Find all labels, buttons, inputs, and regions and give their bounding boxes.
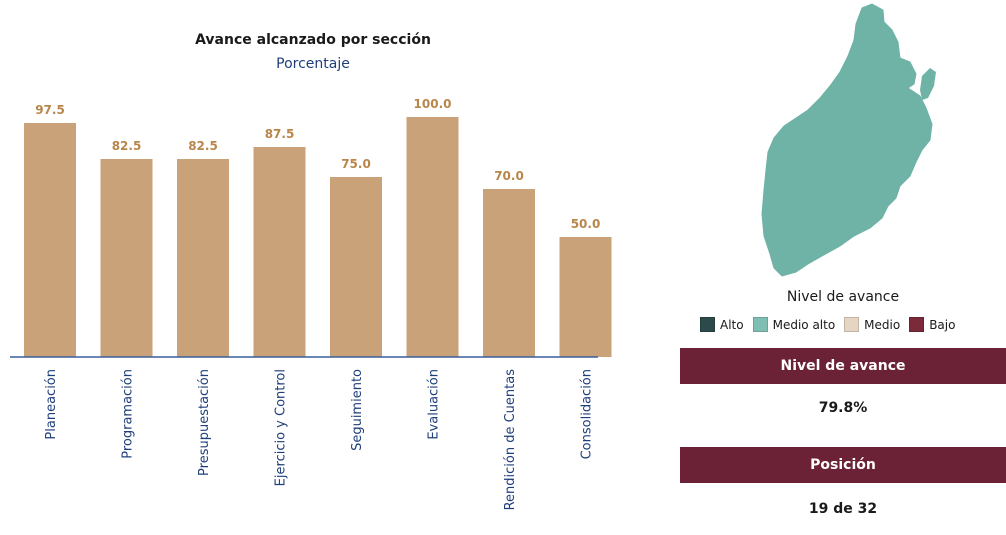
category-label: Ejercicio y Control: [274, 369, 289, 486]
bar-0: [24, 123, 76, 357]
legend-swatch: [700, 317, 715, 332]
bar-1: [100, 159, 153, 357]
legend-label: Medio alto: [772, 317, 836, 332]
legend-item-alto: Alto: [700, 317, 744, 332]
map-island: [920, 68, 936, 100]
nivel-avance-banner: Nivel de avance: [680, 348, 1006, 384]
map-region: [761, 3, 933, 277]
bar-value-label: 75.0: [341, 157, 371, 171]
bar-4: [330, 177, 382, 357]
category-label: Programación: [121, 369, 136, 459]
legend-swatch: [844, 317, 860, 332]
category-label: Evaluación: [427, 369, 442, 440]
bars-group: 97.5 82.5 82.5 87.5 75.0 100.0 70.0 50.0: [24, 97, 612, 357]
bar-value-label: 82.5: [112, 139, 142, 153]
bar-7: [559, 237, 612, 357]
bar-value-label: 50.0: [571, 217, 601, 231]
category-label: Presupuestación: [197, 369, 212, 476]
bar-6: [483, 189, 535, 357]
bar-5: [406, 117, 459, 357]
state-map: [761, 3, 936, 277]
legend-label: Bajo: [929, 317, 956, 332]
legend-item-bajo: Bajo: [909, 317, 955, 332]
bar-value-label: 97.5: [35, 103, 65, 117]
category-labels-group: Planeación Programación Presupuestación Eje…: [44, 369, 595, 511]
bar-value-label: 70.0: [494, 169, 524, 183]
posicion-banner: Posición: [680, 447, 1006, 483]
legend-label: Medio: [864, 317, 901, 332]
bar-3: [253, 147, 306, 357]
chart-subtitle: Porcentaje: [276, 56, 350, 72]
bar-value-label: 87.5: [265, 127, 295, 141]
category-label: Rendición de Cuentas: [503, 369, 518, 511]
legend-swatch: [909, 317, 925, 332]
chart-title: Avance alcanzado por sección: [195, 32, 431, 48]
legend-item-medio: Medio: [844, 317, 900, 332]
bar-value-label: 82.5: [188, 139, 218, 153]
nivel-avance-value: 79.8%: [818, 400, 868, 416]
category-label: Consolidación: [580, 369, 595, 459]
bar-2: [177, 159, 229, 357]
category-label: Planeación: [44, 369, 59, 440]
category-label: Seguimiento: [350, 369, 365, 451]
legend-swatch: [752, 317, 768, 332]
legend-label: Alto: [720, 317, 744, 332]
summary-panel: Nivel de avance Alto Medio alto Medio Ba…: [680, 0, 1006, 535]
legend-title: Nivel de avance: [786, 289, 900, 305]
posicion-value: 19 de 32: [808, 501, 878, 517]
legend-item-medio-alto: Medio alto: [752, 317, 836, 332]
bar-chart: Avance alcanzado por sección Porcentaje …: [10, 32, 612, 511]
legend: Alto Medio alto Medio Bajo: [700, 317, 1006, 332]
bar-value-label: 100.0: [414, 97, 452, 111]
